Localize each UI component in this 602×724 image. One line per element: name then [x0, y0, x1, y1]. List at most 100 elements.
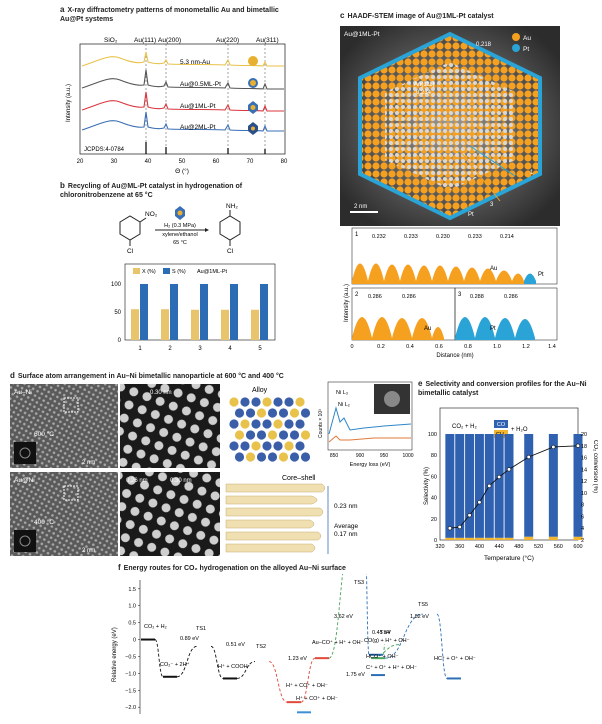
bar-ch4-440 [494, 537, 504, 540]
svg-text:20: 20 [77, 159, 84, 165]
bar-s-2 [170, 284, 178, 340]
legend-s: S (%) [172, 269, 186, 275]
svg-text:0.6: 0.6 [435, 344, 443, 350]
svg-text:H⁺ + COOH⁻: H⁺ + COOH⁻ [218, 663, 251, 670]
alloy-atom-11 [278, 408, 289, 418]
bar-ch4-400 [474, 537, 484, 540]
ytick-left-0: 0 [434, 538, 437, 544]
xrd-xlabel: Θ (°) [175, 167, 189, 175]
panel-b-title: b Recycling of Au@ML-Pt catalyst in hydro… [60, 181, 243, 199]
route-link-7 [366, 574, 370, 656]
alloy-atom-16 [251, 419, 261, 429]
f-ytick-0.5: 0.5 [128, 621, 136, 627]
svg-text:0.288: 0.288 [470, 294, 484, 300]
svg-text:CO(g) + H⁺ + OH⁻: CO(g) + H⁺ + OH⁻ [364, 637, 410, 644]
alloy-atom-40 [289, 452, 300, 462]
svg-text:0: 0 [350, 344, 353, 350]
ytick-right-6: 6 [581, 514, 584, 520]
alloy-atom-13 [300, 408, 311, 418]
peak-label-au220: Au(220) [216, 37, 239, 44]
svg-text:0.286: 0.286 [402, 294, 416, 300]
svg-text:0.4: 0.4 [406, 344, 414, 350]
peak-label-au111: Au(111) [134, 37, 156, 44]
svg-text:HCO⁺ + OH⁻: HCO⁺ + OH⁻ [366, 653, 399, 660]
bar-s-3 [200, 284, 208, 340]
svg-text:0.214: 0.214 [500, 234, 514, 240]
ytick-right-14: 14 [581, 467, 587, 473]
xrd-chart: SiO₂ Au(111) Au(200) Au(220) Au(311) 5.3… [66, 37, 288, 175]
svg-text:Cl: Cl [227, 248, 234, 255]
svg-text:Pt: Pt [490, 326, 496, 332]
bar-co-340 [445, 434, 455, 538]
svg-text:3.62 eV: 3.62 eV [334, 614, 353, 620]
label-au-at-ni: Au@Ni [14, 477, 35, 484]
svg-text:50: 50 [114, 310, 121, 316]
svg-text:1: 1 [530, 170, 534, 176]
svg-text:H⁺ + CO⁺ + OH⁻: H⁺ + CO⁺ + OH⁻ [296, 695, 338, 702]
alloy-atom-29 [240, 441, 250, 451]
xtick-480: 480 [514, 544, 523, 550]
alloy-atom-25 [278, 430, 289, 440]
f-ytick-1.0: 1.0 [128, 604, 136, 610]
alloy-atom-36 [245, 452, 256, 462]
reaction-scheme: NO₂ Cl H₂ (0.3 MPa) xylene/ethanol 65 °C… [119, 203, 241, 255]
conversion-point-360 [457, 524, 462, 530]
route-link-3 [236, 661, 256, 679]
alloy-atom-33 [284, 441, 294, 451]
conversion-point-600 [575, 443, 581, 448]
panel-d-title: d Surface atom arrangement in Au–Ni bimet… [10, 371, 284, 380]
svg-text:Distance (nm): Distance (nm) [436, 353, 473, 359]
alloy-atom-24 [267, 430, 278, 440]
svg-text:0.89 eV: 0.89 eV [180, 636, 199, 642]
alloy-atom-5 [284, 397, 294, 407]
tem-images: Au–Ni 600 °C 2 nm 0.30 nm Au@Ni 400 °C 2… [10, 384, 220, 556]
svg-text:0.8: 0.8 [464, 344, 472, 350]
route-link-1 [176, 645, 198, 678]
bar-co-380 [465, 434, 475, 538]
alloy-atom-37 [256, 452, 267, 462]
alloy-atom-3 [262, 397, 272, 407]
svg-text:40: 40 [145, 159, 152, 165]
svg-text:3: 3 [198, 346, 202, 352]
bar-ch4-360 [455, 537, 465, 540]
svg-text:1.4: 1.4 [548, 344, 556, 350]
xtick-440: 440 [495, 544, 504, 550]
conversion-point-460 [506, 467, 512, 472]
series-label-2ml: Au@2ML-Pt [180, 124, 216, 131]
alloy-atom-21 [234, 430, 245, 440]
route-link-6 [328, 574, 344, 659]
panel-f-title: f Energy routes for CO₂ hydrogenation on … [118, 563, 346, 572]
svg-text:0.45 eV: 0.45 eV [372, 630, 391, 636]
svg-text:0.232: 0.232 [372, 234, 386, 240]
svg-text:Selectivity (%): Selectivity (%) [424, 467, 430, 505]
xtick-600: 600 [573, 544, 582, 550]
svg-text:NH₂: NH₂ [226, 203, 238, 210]
recycling-bar-chart: X (%) S (%) Au@1ML-Pt 0 50 100 1 2 3 4 5 [111, 263, 276, 352]
svg-text:900: 900 [356, 453, 365, 459]
bar-x-2 [161, 309, 169, 340]
svg-text:Ni L₃: Ni L₃ [336, 390, 348, 396]
svg-text:950: 950 [380, 453, 389, 459]
ytick-right-20: 20 [581, 432, 587, 438]
svg-text:Au–CO⁺ + H⁺ + OH⁻: Au–CO⁺ + H⁺ + OH⁻ [312, 639, 364, 646]
svg-text:CO: CO [497, 422, 506, 428]
svg-text:Relative energy (eV): Relative energy (eV) [112, 627, 118, 682]
conversion-line [449, 445, 579, 529]
svg-text:1.75 eV: 1.75 eV [346, 672, 365, 678]
f-ytick-−2.0: −2.0 [125, 705, 136, 711]
eels-spectrum: Ni L₃ Ni L₂ Counts × 10³ 850 900 950 100… [318, 381, 414, 468]
legend-pt: Pt [523, 46, 529, 53]
xtick-360: 360 [455, 544, 464, 550]
temp-400: 400 °C [34, 518, 54, 526]
alloy-atom-23 [256, 430, 267, 440]
alloy-atom-4 [273, 397, 283, 407]
bar-x-5 [251, 309, 259, 340]
bar-x-3 [191, 309, 199, 340]
ytick-right-12: 12 [581, 479, 587, 485]
svg-text:0: 0 [118, 338, 122, 344]
svg-text:Counts × 10³: Counts × 10³ [318, 409, 324, 438]
svg-text:Pt: Pt [538, 272, 544, 278]
svg-text:Temperature (°C): Temperature (°C) [484, 554, 534, 562]
conversion-point-340 [447, 526, 452, 531]
conversion-point-400 [477, 500, 482, 505]
